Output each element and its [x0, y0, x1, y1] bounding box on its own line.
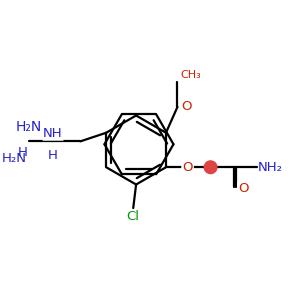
Text: H₂N: H₂N	[2, 152, 27, 165]
Text: CH₃: CH₃	[180, 70, 201, 80]
Text: O: O	[181, 100, 191, 113]
Text: O: O	[182, 161, 193, 174]
Circle shape	[204, 161, 217, 174]
Text: H₂N: H₂N	[16, 120, 42, 134]
Text: Cl: Cl	[127, 210, 140, 224]
Text: NH: NH	[43, 127, 63, 140]
Text: O: O	[238, 182, 248, 195]
Text: NH₂: NH₂	[258, 161, 283, 174]
Text: H: H	[48, 148, 58, 162]
Text: H: H	[17, 146, 27, 159]
